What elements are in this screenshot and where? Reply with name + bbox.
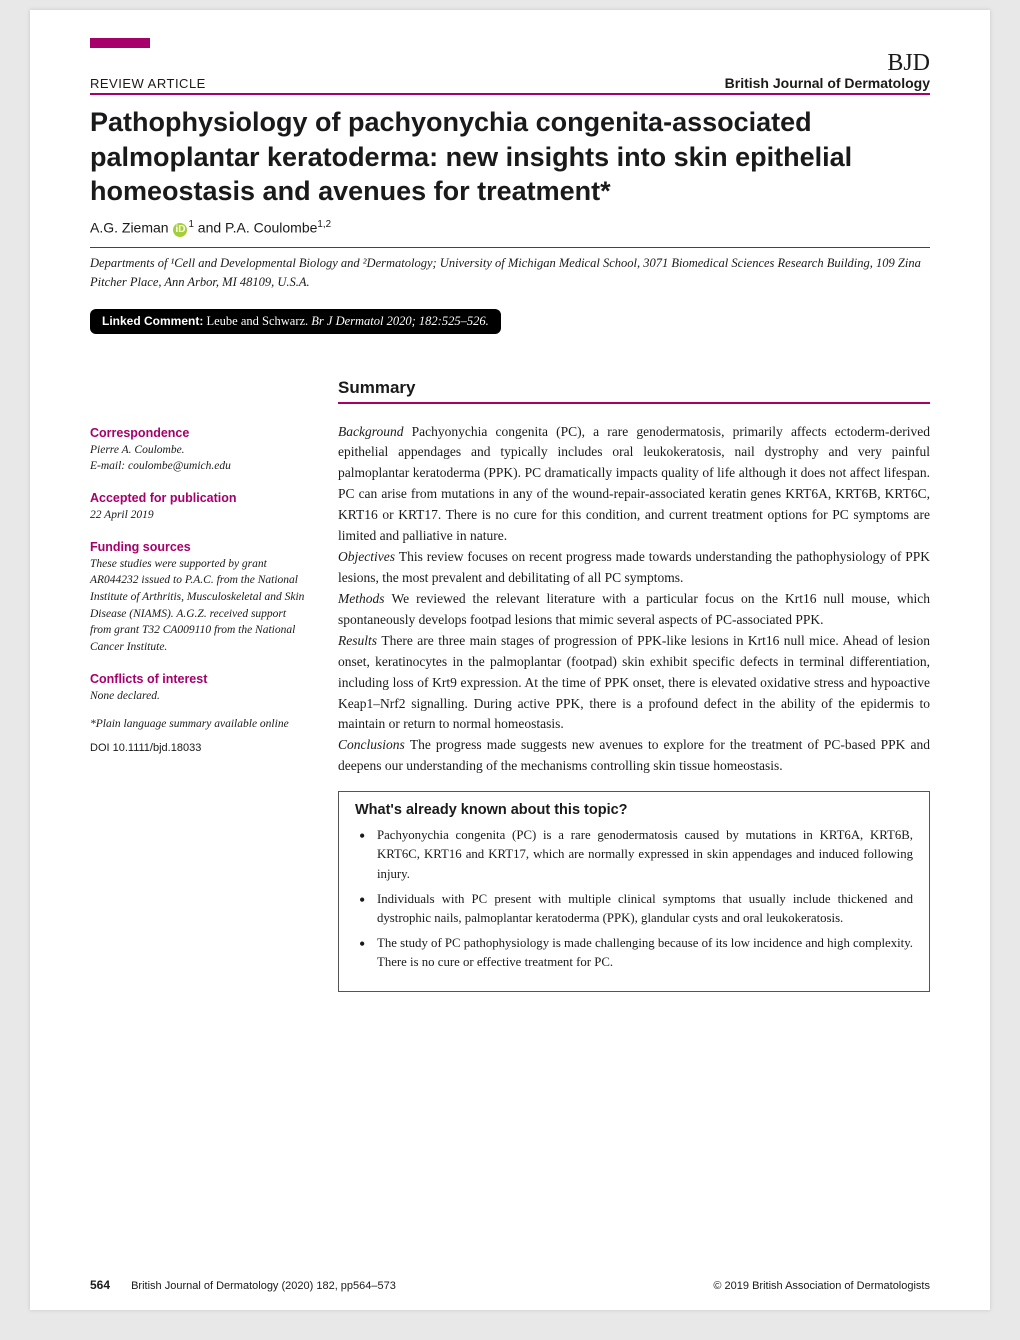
summary-section-text: This review focuses on recent progress m… xyxy=(338,549,930,585)
summary-section-text: Pachyonychia congenita (PC), a rare geno… xyxy=(338,424,930,544)
main-column: Summary Background Pachyonychia congenit… xyxy=(338,378,930,992)
whats-known-item: Individuals with PC present with multipl… xyxy=(359,890,913,928)
affiliations: Departments of ¹Cell and Developmental B… xyxy=(90,247,930,293)
whats-known-heading: What's already known about this topic? xyxy=(355,802,913,818)
summary-run-in: Objectives xyxy=(338,549,399,564)
page-footer: 564 British Journal of Dermatology (2020… xyxy=(90,1278,930,1292)
conflicts-heading: Conflicts of interest xyxy=(90,672,308,686)
summary-run-in: Methods xyxy=(338,591,391,606)
journal-abbrev: BJD xyxy=(725,51,930,75)
summary-section-text: The progress made suggests new avenues t… xyxy=(338,737,930,773)
linked-comment-label: Linked Comment: xyxy=(102,314,203,328)
footer-left: 564 British Journal of Dermatology (2020… xyxy=(90,1278,396,1292)
funding-text: These studies were supported by grant AR… xyxy=(90,556,308,656)
body-columns: Correspondence Pierre A. Coulombe. E-mai… xyxy=(90,378,930,992)
accepted-date: 22 April 2019 xyxy=(90,507,308,524)
plain-language-note: *Plain language summary available online xyxy=(90,718,308,730)
journal-block: BJD British Journal of Dermatology xyxy=(725,51,930,91)
conflicts-text: None declared. xyxy=(90,688,308,705)
summary-section-text: There are three main stages of progressi… xyxy=(338,633,930,732)
summary-run-in: Background xyxy=(338,424,412,439)
linked-comment-pill[interactable]: Linked Comment: Leube and Schwarz. Br J … xyxy=(90,309,501,334)
whats-known-list: Pachyonychia congenita (PC) is a rare ge… xyxy=(355,826,913,972)
linked-comment-text: Leube and Schwarz. xyxy=(206,314,308,328)
article-title: Pathophysiology of pachyonychia congenit… xyxy=(90,105,930,209)
summary-section-text: We reviewed the relevant literature with… xyxy=(338,591,930,627)
summary-heading: Summary xyxy=(338,378,930,404)
whats-known-item: Pachyonychia congenita (PC) is a rare ge… xyxy=(359,826,913,884)
correspondence-name: Pierre A. Coulombe. xyxy=(90,442,308,459)
page-number: 564 xyxy=(90,1278,110,1292)
accent-bar xyxy=(90,38,150,48)
linked-comment-ref: Br J Dermatol 2020; 182:525–526. xyxy=(311,314,488,328)
journal-full: British Journal of Dermatology xyxy=(725,75,930,91)
whats-known-item: The study of PC pathophysiology is made … xyxy=(359,934,913,972)
journal-page: REVIEW ARTICLE BJD British Journal of De… xyxy=(30,10,990,1310)
authors: A.G. Zieman iD1 and P.A. Coulombe1,2 xyxy=(90,219,930,237)
correspondence-heading: Correspondence xyxy=(90,426,308,440)
funding-heading: Funding sources xyxy=(90,540,308,554)
summary-body: Background Pachyonychia congenita (PC), … xyxy=(338,422,930,778)
whats-known-box: What's already known about this topic? P… xyxy=(338,791,930,991)
article-type: REVIEW ARTICLE xyxy=(90,76,206,91)
footer-citation: British Journal of Dermatology (2020) 18… xyxy=(131,1280,396,1292)
summary-run-in: Results xyxy=(338,633,381,648)
footer-copyright: © 2019 British Association of Dermatolog… xyxy=(713,1280,930,1292)
header-row: REVIEW ARTICLE BJD British Journal of De… xyxy=(90,51,930,95)
orcid-icon[interactable]: iD xyxy=(173,223,187,237)
accepted-heading: Accepted for publication xyxy=(90,491,308,505)
doi: DOI 10.1111/bjd.18033 xyxy=(90,742,308,754)
correspondence-email: E-mail: coulombe@umich.edu xyxy=(90,458,308,475)
summary-run-in: Conclusions xyxy=(338,737,410,752)
sidebar: Correspondence Pierre A. Coulombe. E-mai… xyxy=(90,378,308,992)
